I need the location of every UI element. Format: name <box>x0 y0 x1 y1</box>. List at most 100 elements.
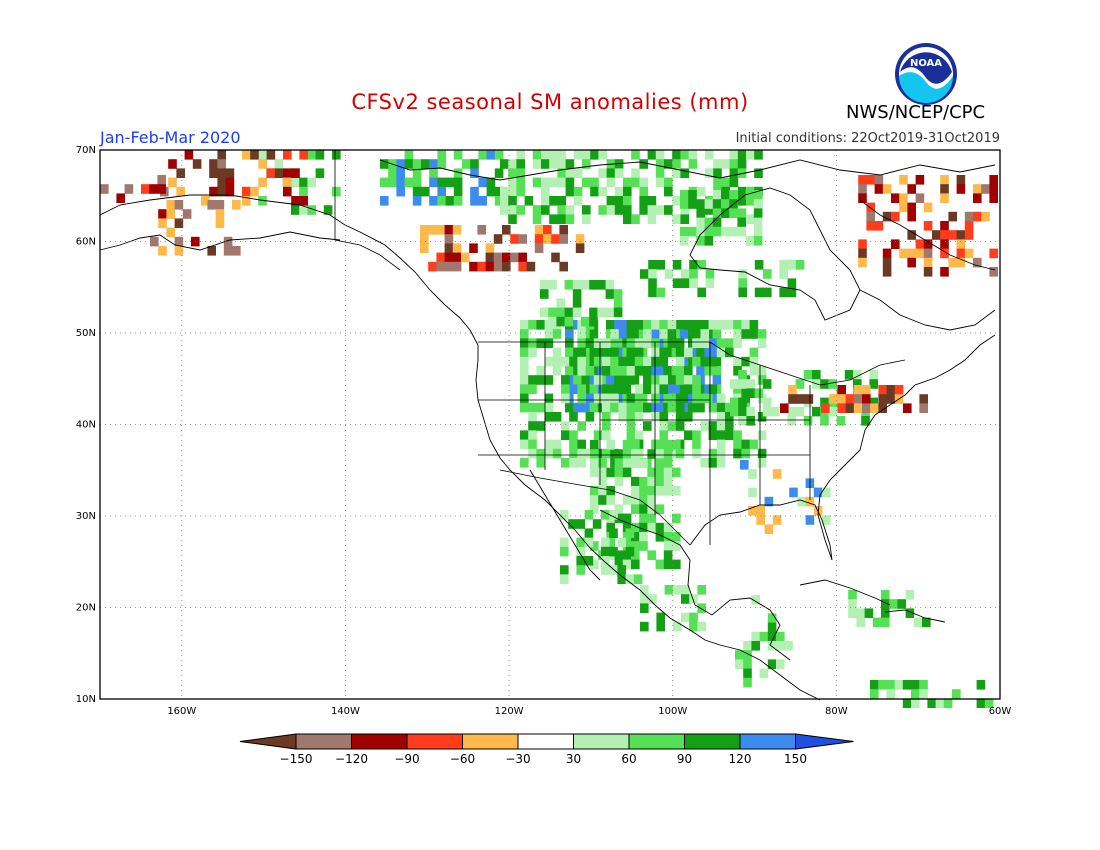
anomaly-cell <box>536 338 545 348</box>
anomaly-cell <box>577 448 586 459</box>
anomaly-cell <box>837 403 846 413</box>
anomaly-cell <box>940 267 949 277</box>
anomaly-cell <box>751 631 760 642</box>
anomaly-cell <box>680 236 689 246</box>
anomaly-cell <box>590 541 599 551</box>
anomaly-cell <box>870 403 879 413</box>
anomaly-cell <box>561 356 570 367</box>
anomaly-cell <box>572 280 582 290</box>
anomaly-cell <box>502 252 511 263</box>
anomaly-cell <box>477 261 486 272</box>
anomaly-cell <box>561 384 570 394</box>
anomaly-cell <box>626 356 636 367</box>
anomaly-cell <box>614 168 624 178</box>
lat-tick-label: 30N <box>76 511 96 522</box>
anomaly-cell <box>648 278 657 288</box>
anomaly-cell <box>647 449 656 459</box>
anomaly-cell <box>696 208 705 218</box>
anomaly-cell <box>577 338 586 348</box>
anomaly-cell <box>573 402 582 413</box>
anomaly-cell <box>923 221 933 231</box>
legend-swatch <box>517 733 574 750</box>
anomaly-cell <box>813 487 823 498</box>
anomaly-cell <box>651 347 660 358</box>
anomaly-cell <box>564 280 574 290</box>
anomaly-cell <box>882 257 892 268</box>
lon-tick-label: 160W <box>167 706 196 717</box>
anomaly-cell <box>541 159 550 169</box>
anomaly-cell <box>721 159 730 169</box>
anomaly-cell <box>729 208 738 218</box>
anomaly-cell <box>655 559 665 570</box>
anomaly-cell <box>907 230 916 240</box>
anomaly-cell <box>631 440 640 450</box>
us-state-lines <box>478 342 811 545</box>
anomaly-cell <box>733 320 742 330</box>
anomaly-cell <box>610 356 619 367</box>
anomaly-cell <box>870 680 879 690</box>
anomaly-cell <box>713 159 722 169</box>
anomaly-cell <box>100 184 109 194</box>
anomaly-cell <box>332 150 341 160</box>
anomaly-cell <box>973 211 982 222</box>
anomaly-cell <box>692 320 701 330</box>
anomaly-cell <box>166 200 175 210</box>
anomaly-cell <box>610 448 619 459</box>
anomaly-cell <box>672 214 681 224</box>
anomaly-cell <box>639 458 648 468</box>
anomaly-cell <box>589 316 598 327</box>
anomaly-cell <box>667 402 677 413</box>
anomaly-cell <box>593 393 603 404</box>
anomaly-cell <box>689 612 698 623</box>
anomaly-cell <box>733 439 742 450</box>
anomaly-cell <box>412 159 422 169</box>
anomaly-cell <box>708 448 718 459</box>
anomaly-cell <box>610 347 619 358</box>
anomaly-cell <box>754 388 764 398</box>
anomaly-cell <box>659 356 668 367</box>
anomaly-cell <box>486 150 496 160</box>
anomaly-cell <box>622 559 632 570</box>
anomaly-cell <box>640 594 649 604</box>
anomaly-cell <box>544 329 554 339</box>
anomaly-cell <box>605 280 615 290</box>
anomaly-cell <box>565 205 575 215</box>
anomaly-cell <box>725 320 734 330</box>
anomaly-cell <box>964 221 974 231</box>
anomaly-cell <box>192 159 202 169</box>
anomaly-cell <box>656 260 665 270</box>
anomaly-cell <box>573 168 583 178</box>
anomaly-cell <box>907 211 916 222</box>
anomaly-cell <box>428 261 437 272</box>
anomaly-cell <box>585 448 595 459</box>
anomaly-cell <box>729 168 739 178</box>
anomaly-cell <box>861 416 870 426</box>
anomaly-cell <box>866 221 875 231</box>
anomaly-cell <box>436 261 445 272</box>
legend-label: −90 <box>394 752 419 766</box>
anomaly-cell <box>733 384 742 394</box>
anomaly-cell <box>655 504 665 514</box>
anomaly-cell <box>874 184 884 194</box>
anomaly-cell <box>853 379 862 389</box>
anomaly-cell <box>866 211 875 222</box>
anomaly-cell <box>299 196 308 206</box>
anomaly-cell <box>692 384 701 394</box>
anomaly-cell <box>907 248 916 259</box>
anomaly-cell <box>436 252 445 263</box>
anomaly-cell <box>659 347 668 358</box>
anomaly-cell <box>705 168 714 178</box>
anomaly-cell <box>663 366 672 376</box>
anomaly-cell <box>651 356 660 367</box>
anomaly-cell <box>675 375 685 385</box>
anomaly-cell <box>598 486 607 496</box>
anomaly-cell <box>622 458 632 468</box>
anomaly-cell <box>452 261 462 272</box>
anomaly-cell <box>767 613 777 623</box>
anomaly-cell <box>748 506 757 516</box>
anomaly-cell <box>225 177 235 188</box>
anomaly-cell <box>767 622 777 633</box>
anomaly-cell <box>664 269 674 279</box>
anomaly-cell <box>689 269 698 279</box>
anomaly-cell <box>882 248 892 259</box>
